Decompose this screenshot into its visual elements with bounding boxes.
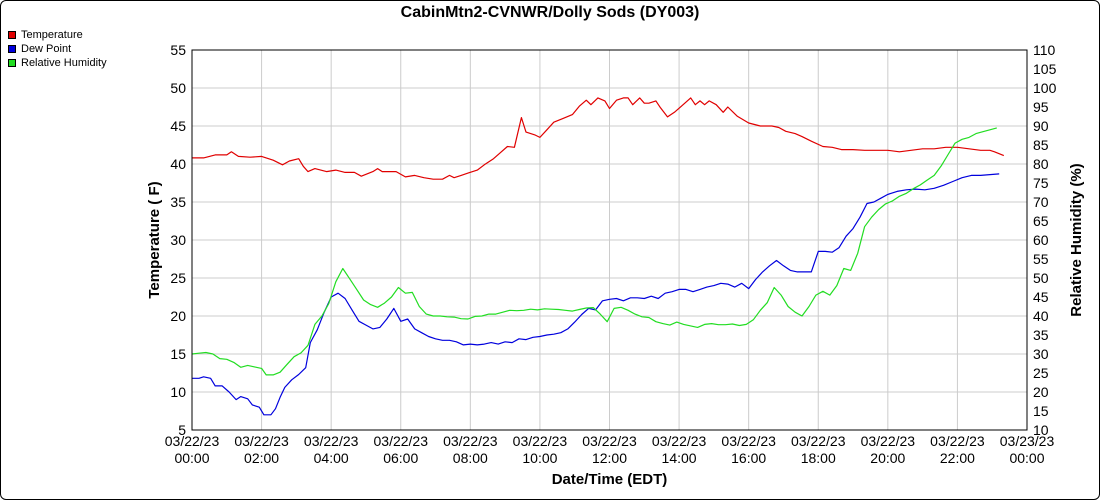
legend-label-relative-humidity: Relative Humidity (21, 57, 107, 69)
series-line-dew-point (192, 173, 1000, 416)
y-right-tick-label: 50 (1033, 270, 1049, 286)
y-left-tick-label: 20 (170, 308, 186, 324)
y-left-tick-label: 30 (170, 232, 186, 248)
y-right-tick-label: 95 (1033, 99, 1049, 115)
y-right-tick-label: 30 (1033, 346, 1049, 362)
legend-swatch-temperature (8, 31, 16, 39)
y-left-tick-label: 5 (178, 422, 186, 438)
y-left-tick-label: 50 (170, 80, 186, 96)
legend-item-dew-point: Dew Point (8, 42, 107, 56)
legend-swatch-dew-point (8, 45, 16, 53)
y-axis-left-label: Temperature ( F) (146, 181, 163, 298)
x-tick-label-time: 06:00 (383, 450, 418, 466)
y-right-tick-label: 110 (1033, 42, 1056, 58)
y-right-tick-label: 45 (1033, 289, 1049, 305)
y-axis-right: 10 15 20 25 30 35 40 45 50 55 60 65 70 75 80 85 90 95 100 1… (1033, 42, 1057, 438)
y-left-tick-label: 55 (170, 42, 186, 58)
x-tick-label-date: 03/22/23 (930, 433, 985, 449)
y-right-tick-label: 75 (1033, 175, 1049, 191)
y-right-tick-label: 65 (1033, 213, 1049, 229)
x-tick-label-date: 03/22/23 (652, 433, 707, 449)
y-right-tick-label: 35 (1033, 327, 1049, 343)
x-tick-label-time: 18:00 (801, 450, 836, 466)
y-left-tick-label: 25 (170, 270, 186, 286)
x-tick-label-time: 02:00 (244, 450, 279, 466)
y-left-tick-label: 10 (170, 384, 186, 400)
x-tick-label-date: 03/22/23 (513, 433, 568, 449)
legend-label-temperature: Temperature (21, 29, 83, 41)
x-tick-label-time: 20:00 (870, 450, 905, 466)
y-right-tick-label: 55 (1033, 251, 1049, 267)
y-right-tick-label: 40 (1033, 308, 1049, 324)
x-tick-label-date: 03/22/23 (304, 433, 359, 449)
y-right-tick-label: 80 (1033, 156, 1049, 172)
legend-swatch-relative-humidity (8, 59, 16, 67)
x-tick-label-time: 22:00 (940, 450, 975, 466)
x-axis: 03/22/2300:0003/22/2302:0003/22/2304:000… (165, 433, 1055, 466)
legend-label-dew-point: Dew Point (21, 43, 72, 55)
series-line-temperature (192, 97, 1005, 180)
y-axis-right-label: Relative Humidity (%) (1068, 163, 1085, 316)
y-left-tick-label: 35 (170, 194, 186, 210)
chart-title: CabinMtn2-CVNWR/Dolly Sods (DY003) (400, 4, 700, 21)
x-tick-label-time: 10:00 (522, 450, 557, 466)
x-tick-label-date: 03/22/23 (165, 433, 220, 449)
x-tick-label-time: 12:00 (592, 450, 627, 466)
series-layer (191, 97, 1005, 416)
x-tick-label-time: 04:00 (314, 450, 349, 466)
y-right-tick-label: 25 (1033, 365, 1049, 381)
x-tick-label-date: 03/22/23 (721, 433, 776, 449)
y-left-tick-label: 40 (170, 156, 186, 172)
x-tick-label-date: 03/22/23 (234, 433, 289, 449)
y-right-tick-label: 60 (1033, 232, 1049, 248)
y-right-tick-label: 90 (1033, 118, 1049, 134)
legend: Temperature Dew Point Relative Humidity (8, 28, 107, 70)
x-tick-label-time: 16:00 (731, 450, 766, 466)
x-tick-label-date: 03/23/23 (1000, 433, 1055, 449)
x-tick-label-date: 03/22/23 (791, 433, 846, 449)
x-axis-label: Date/Time (EDT) (552, 471, 668, 488)
x-tick-label-time: 00:00 (174, 450, 209, 466)
x-tick-label-time: 14:00 (662, 450, 697, 466)
y-right-tick-label: 70 (1033, 194, 1049, 210)
plot-area-border (191, 49, 1028, 431)
y-right-tick-label: 105 (1033, 61, 1057, 77)
y-axis-left: 5 10 15 20 25 30 35 40 45 50 55 (170, 42, 186, 438)
x-tick-label-time: 08:00 (453, 450, 488, 466)
y-right-tick-label: 20 (1033, 384, 1049, 400)
x-tick-label-date: 03/22/23 (861, 433, 916, 449)
y-left-tick-label: 15 (170, 346, 186, 362)
grid (191, 49, 1028, 431)
series-line-relative-humidity (191, 127, 997, 376)
y-right-tick-label: 85 (1033, 137, 1049, 153)
x-tick-label-date: 03/22/23 (582, 433, 637, 449)
x-tick-label-time: 00:00 (1009, 450, 1044, 466)
y-right-tick-label: 10 (1033, 422, 1049, 438)
y-right-tick-label: 15 (1033, 403, 1049, 419)
y-left-tick-label: 45 (170, 118, 186, 134)
legend-item-relative-humidity: Relative Humidity (8, 56, 107, 70)
legend-item-temperature: Temperature (8, 28, 107, 42)
x-tick-label-date: 03/22/23 (443, 433, 498, 449)
x-tick-label-date: 03/22/23 (374, 433, 429, 449)
y-right-tick-label: 100 (1033, 80, 1057, 96)
